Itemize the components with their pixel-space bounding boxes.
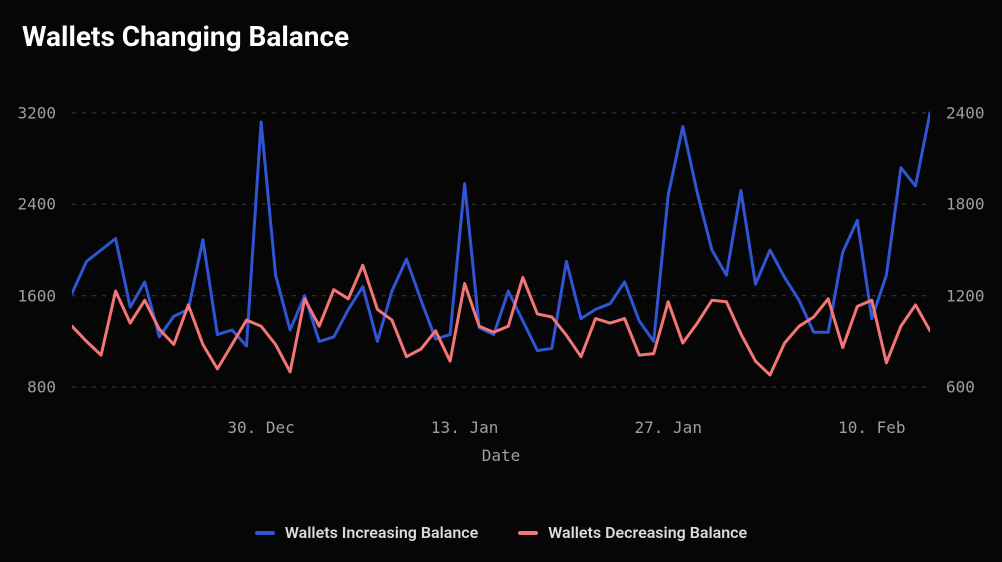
legend-label: Wallets Decreasing Balance xyxy=(548,523,747,542)
x-tick: 10. Feb xyxy=(838,418,905,437)
x-axis-label: Date xyxy=(0,446,1002,465)
legend-label: Wallets Increasing Balance xyxy=(285,523,478,542)
y-left-axis: 3200 2400 1600 800 xyxy=(0,90,64,410)
y-left-tick: 2400 xyxy=(0,195,56,214)
legend-swatch xyxy=(255,531,275,535)
page-title: Wallets Changing Balance xyxy=(22,20,349,53)
y-right-tick: 2400 xyxy=(946,103,1002,122)
y-right-axis: 2400 1800 1200 600 xyxy=(938,90,1002,410)
y-right-tick: 1800 xyxy=(946,195,1002,214)
y-left-tick: 800 xyxy=(0,378,56,397)
x-tick: 27. Jan xyxy=(635,418,702,437)
wallets-chart: 3200 2400 1600 800 2400 1800 1200 600 30… xyxy=(0,90,1002,470)
x-axis: 30. Dec 13. Jan 27. Jan 10. Feb xyxy=(72,418,930,442)
legend-item-decreasing: Wallets Decreasing Balance xyxy=(518,523,747,542)
y-right-tick: 600 xyxy=(946,378,1002,397)
legend-swatch xyxy=(518,531,538,535)
x-tick: 13. Jan xyxy=(431,418,498,437)
x-tick: 30. Dec xyxy=(227,418,294,437)
y-left-tick: 3200 xyxy=(0,103,56,122)
plot-area xyxy=(72,90,930,410)
y-left-tick: 1600 xyxy=(0,286,56,305)
legend-item-increasing: Wallets Increasing Balance xyxy=(255,523,478,542)
y-right-tick: 1200 xyxy=(946,286,1002,305)
legend: Wallets Increasing Balance Wallets Decre… xyxy=(0,520,1002,543)
